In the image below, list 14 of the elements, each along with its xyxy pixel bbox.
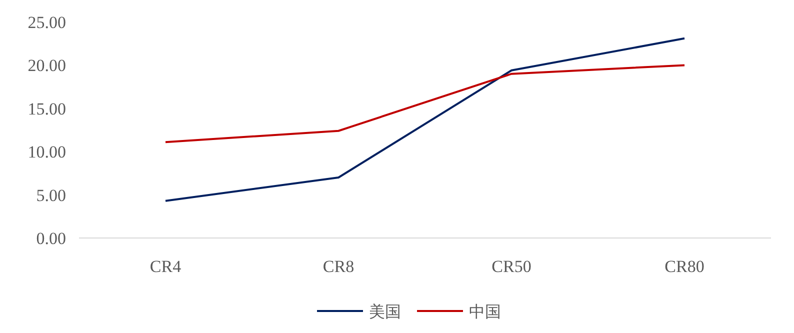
y-tick-label: 0.00 (36, 229, 66, 248)
y-tick-label: 20.00 (28, 56, 66, 76)
y-tick-label: 10.00 (28, 142, 66, 162)
legend-label: 美国 (369, 302, 401, 321)
line-series (164, 64, 686, 144)
x-tick-label: CR4 (150, 257, 182, 276)
y-tick-label: 15.00 (28, 99, 66, 118)
y-tick-label: 25.00 (28, 13, 66, 32)
x-tick-label: CR8 (322, 257, 354, 276)
x-tick-label: CR50 (492, 257, 532, 276)
line-series (164, 37, 686, 202)
legend-label: 中国 (469, 302, 501, 321)
y-tick-label: 5.00 (36, 186, 66, 205)
x-tick-label: CR80 (664, 257, 704, 276)
